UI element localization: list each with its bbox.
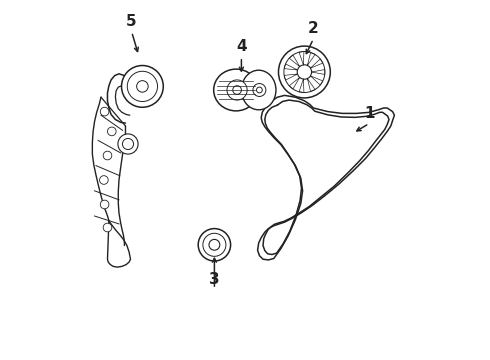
Text: 5: 5: [126, 14, 137, 29]
Circle shape: [99, 176, 108, 184]
Circle shape: [122, 66, 163, 107]
Circle shape: [122, 139, 134, 149]
Circle shape: [100, 200, 109, 209]
Circle shape: [198, 229, 231, 261]
Circle shape: [253, 84, 266, 96]
Circle shape: [118, 134, 138, 154]
Text: 4: 4: [236, 39, 246, 54]
Circle shape: [103, 151, 112, 160]
Circle shape: [209, 239, 220, 250]
Text: 2: 2: [308, 21, 319, 36]
Ellipse shape: [242, 70, 276, 110]
Circle shape: [103, 223, 112, 232]
Circle shape: [203, 233, 226, 256]
Circle shape: [233, 86, 242, 94]
Circle shape: [100, 107, 109, 116]
Circle shape: [284, 51, 325, 93]
Text: 3: 3: [209, 271, 220, 287]
Text: 1: 1: [364, 106, 374, 121]
Circle shape: [137, 81, 148, 92]
Circle shape: [257, 87, 262, 93]
Circle shape: [278, 46, 330, 98]
Circle shape: [227, 80, 247, 100]
Ellipse shape: [214, 69, 258, 111]
Circle shape: [107, 127, 116, 136]
Circle shape: [127, 71, 157, 102]
Circle shape: [297, 65, 312, 79]
